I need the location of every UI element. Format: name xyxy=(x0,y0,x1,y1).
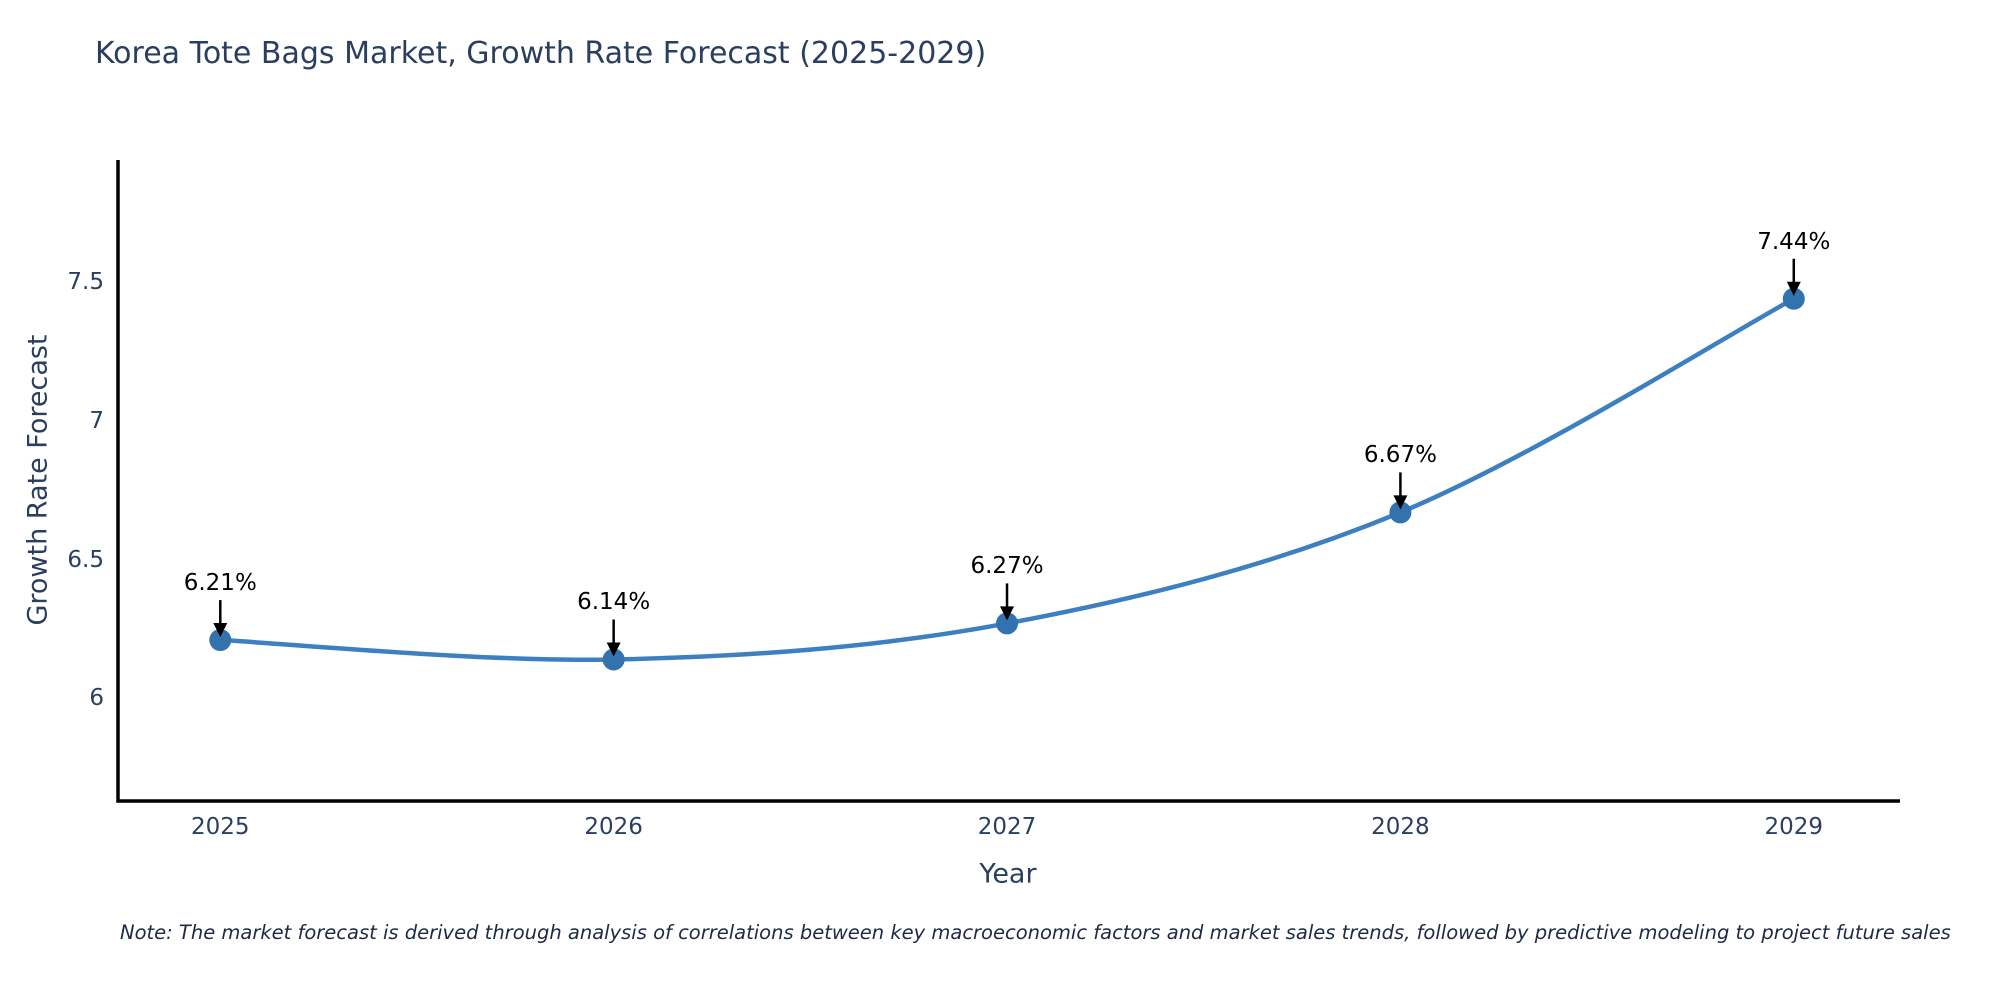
x-tick-label: 2027 xyxy=(977,814,1037,840)
data-point-marker xyxy=(1782,287,1805,310)
data-point-marker xyxy=(996,612,1019,635)
x-axis-title: Year xyxy=(979,858,1037,890)
data-point-marker xyxy=(602,648,625,671)
data-point-marker xyxy=(1389,501,1412,524)
y-tick-label: 6.5 xyxy=(67,546,104,573)
point-label: 6.67% xyxy=(1363,442,1437,469)
axis-spines xyxy=(116,160,1900,803)
point-label: 6.21% xyxy=(183,570,257,597)
point-label: 6.27% xyxy=(970,553,1044,580)
y-tick-label: 7 xyxy=(89,407,104,434)
y-tick-label: 7.5 xyxy=(67,269,104,296)
y-axis-title: Growth Rate Forecast xyxy=(22,334,54,626)
chart-title: Korea Tote Bags Market, Growth Rate Fore… xyxy=(95,36,987,71)
annotation-arrow-head xyxy=(606,642,621,657)
x-tick-label: 2029 xyxy=(1764,814,1824,840)
x-tick-label: 2025 xyxy=(190,814,250,840)
annotation-arrow-head xyxy=(1393,495,1408,510)
x-tick-label: 2028 xyxy=(1371,814,1430,840)
annotation-arrow-head xyxy=(213,623,228,638)
y-tick-label: 6 xyxy=(89,685,104,712)
point-label: 7.44% xyxy=(1757,228,1831,255)
data-point-marker xyxy=(209,629,232,652)
point-label: 6.14% xyxy=(577,589,651,616)
x-tick-label: 2026 xyxy=(584,814,643,840)
annotation-arrow-head xyxy=(1786,281,1801,296)
annotation-arrow-head xyxy=(1000,606,1015,621)
footnote: Note: The market forecast is derived thr… xyxy=(120,921,1951,944)
